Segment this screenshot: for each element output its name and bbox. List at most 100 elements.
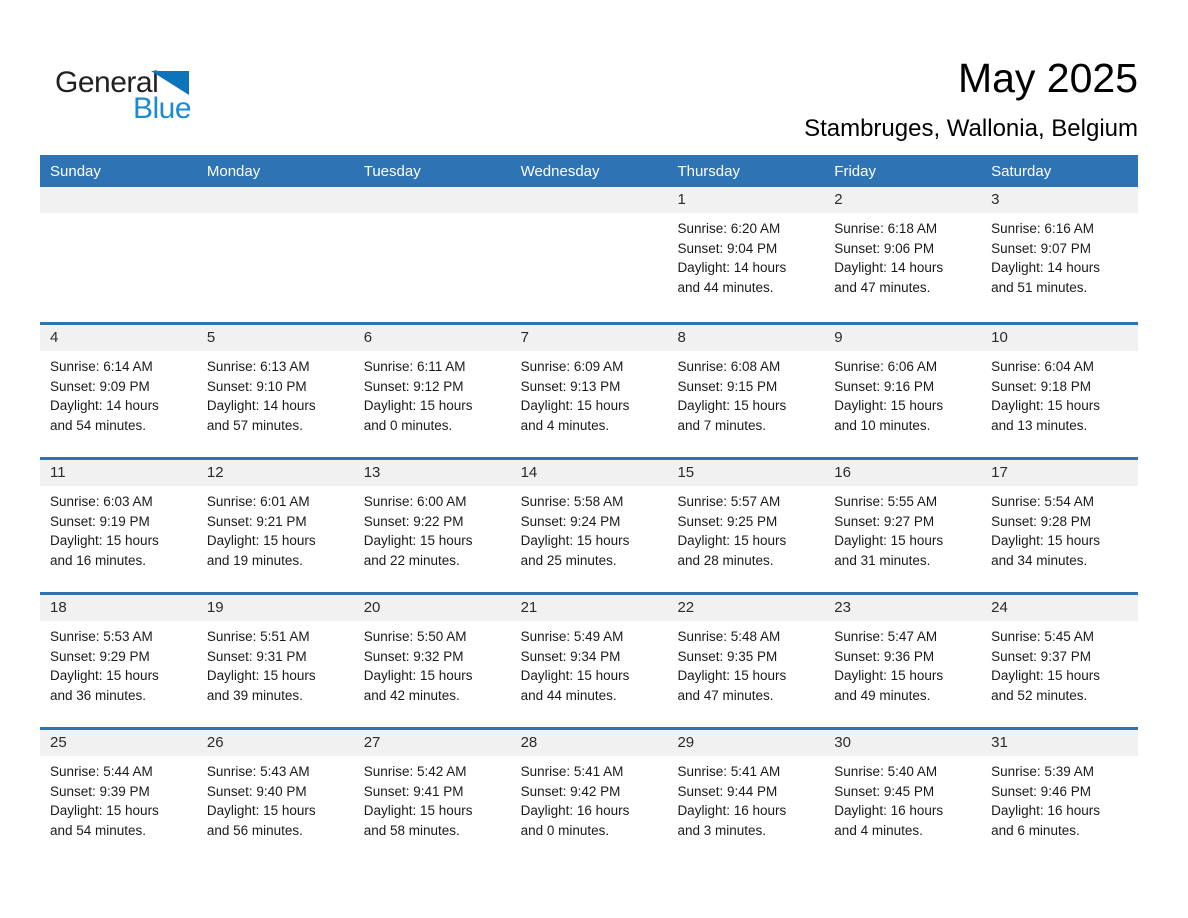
calendar-cell: 21 Sunrise: 5:49 AM Sunset: 9:34 PM Dayligh… xyxy=(510,595,668,727)
calendar-cell: 28 Sunrise: 5:41 AM Sunset: 9:42 PM Dayligh… xyxy=(510,730,668,862)
cell-detail-line: Sunset: 9:25 PM xyxy=(677,513,778,529)
cell-detail-line: Daylight: 15 hours xyxy=(677,668,787,683)
calendar-cell: 24 Sunrise: 5:45 AM Sunset: 9:37 PM Dayligh… xyxy=(981,595,1139,727)
cell-detail-line: and 54 minutes. xyxy=(50,417,147,433)
cell-detail-line: Sunset: 9:42 PM xyxy=(520,783,621,799)
weekday-header-monday: Monday xyxy=(206,162,261,180)
calendar-cell: 17 Sunrise: 5:54 AM Sunset: 9:28 PM Dayligh… xyxy=(981,460,1139,592)
cell-detail-lines: Sunrise: 6:09 AM Sunset: 9:13 PM Daylight:… xyxy=(511,351,668,435)
calendar-cell: 26 Sunrise: 5:43 AM Sunset: 9:40 PM Dayligh… xyxy=(196,730,354,862)
cell-detail-line: Sunrise: 5:53 AM xyxy=(50,629,153,644)
cell-detail-lines: Sunrise: 6:06 AM Sunset: 9:16 PM Daylight:… xyxy=(824,351,981,435)
cell-detail-line: Sunset: 9:31 PM xyxy=(206,648,307,664)
calendar-cell: 10 Sunrise: 6:04 AM Sunset: 9:18 PM Dayligh… xyxy=(981,325,1139,457)
cell-detail-line: Sunrise: 5:57 AM xyxy=(677,494,781,509)
cell-detail-line: and 34 minutes. xyxy=(991,552,1088,568)
day-number-band: 18 xyxy=(40,595,197,621)
cell-detail-line: Sunrise: 6:14 AM xyxy=(50,359,153,374)
cell-detail-line: Sunrise: 5:39 AM xyxy=(991,764,1094,779)
cell-detail-lines: Sunrise: 5:54 AM Sunset: 9:28 PM Daylight:… xyxy=(981,486,1138,570)
calendar-cell xyxy=(353,187,511,322)
cell-detail-line: Daylight: 15 hours xyxy=(363,533,473,548)
calendar-cell: 20 Sunrise: 5:50 AM Sunset: 9:32 PM Dayligh… xyxy=(353,595,511,727)
day-number-band: 31 xyxy=(981,730,1139,756)
calendar-cell: 19 Sunrise: 5:51 AM Sunset: 9:31 PM Dayligh… xyxy=(196,595,354,727)
day-number: 2 xyxy=(834,191,843,208)
cell-detail-lines: Sunrise: 5:45 AM Sunset: 9:37 PM Daylight:… xyxy=(981,621,1138,705)
day-number-band: 7 xyxy=(510,325,668,351)
cell-detail-line: Sunrise: 5:44 AM xyxy=(50,764,153,779)
day-number xyxy=(197,187,354,191)
day-number: 27 xyxy=(363,734,381,751)
cell-detail-lines: Sunrise: 5:41 AM Sunset: 9:44 PM Daylight:… xyxy=(667,756,824,840)
cell-detail-lines: Sunrise: 5:47 AM Sunset: 9:36 PM Daylight:… xyxy=(824,621,981,705)
day-number: 4 xyxy=(50,329,59,346)
cell-detail-line: Sunrise: 5:40 AM xyxy=(834,764,938,779)
cell-detail-line: and 6 minutes. xyxy=(991,822,1080,838)
calendar-cell: 29 Sunrise: 5:41 AM Sunset: 9:44 PM Dayligh… xyxy=(667,730,825,862)
day-number: 17 xyxy=(991,464,1008,481)
page-title: May 2025 xyxy=(957,55,1138,101)
cell-detail-line: Sunrise: 6:13 AM xyxy=(206,359,310,374)
cell-detail-line: Daylight: 15 hours xyxy=(50,668,159,683)
cell-detail-lines: Sunrise: 6:11 AM Sunset: 9:12 PM Daylight:… xyxy=(354,351,511,435)
cell-detail-line: Daylight: 15 hours xyxy=(834,533,944,548)
cell-detail-line: Sunset: 9:46 PM xyxy=(991,783,1091,799)
weekday-header-friday: Friday xyxy=(834,162,876,180)
day-number-band: 22 xyxy=(667,595,825,621)
cell-detail-line: Sunrise: 5:47 AM xyxy=(834,629,938,644)
cell-detail-line: and 22 minutes. xyxy=(363,552,460,568)
calendar-cell: 11 Sunrise: 6:03 AM Sunset: 9:19 PM Dayligh… xyxy=(40,460,197,592)
day-number: 10 xyxy=(991,329,1008,346)
cell-detail-line: Sunset: 9:15 PM xyxy=(677,378,778,394)
cell-detail-line: Sunset: 9:06 PM xyxy=(834,240,935,256)
day-number-band xyxy=(40,187,197,213)
cell-detail-line: Daylight: 14 hours xyxy=(677,260,787,275)
cell-detail-lines: Sunrise: 5:51 AM Sunset: 9:31 PM Daylight:… xyxy=(197,621,354,705)
logo-triangle-icon xyxy=(151,71,189,95)
cell-detail-line: Sunrise: 6:16 AM xyxy=(991,221,1094,236)
cell-detail-line: Daylight: 15 hours xyxy=(677,398,787,413)
cell-detail-line: Sunset: 9:19 PM xyxy=(50,513,150,529)
cell-detail-lines: Sunrise: 5:40 AM Sunset: 9:45 PM Daylight:… xyxy=(824,756,981,840)
cell-detail-line: Sunrise: 6:03 AM xyxy=(50,494,153,509)
day-number: 24 xyxy=(991,599,1008,616)
cell-detail-line: Sunrise: 5:45 AM xyxy=(991,629,1094,644)
day-number-band: 11 xyxy=(40,460,197,486)
cell-detail-line: Daylight: 15 hours xyxy=(834,398,944,413)
cell-detail-line: Daylight: 14 hours xyxy=(50,398,159,413)
day-number: 29 xyxy=(677,734,695,751)
day-number: 14 xyxy=(520,464,538,481)
cell-detail-line: and 54 minutes. xyxy=(50,822,147,838)
day-number: 16 xyxy=(834,464,851,481)
cell-detail-line: Sunrise: 5:48 AM xyxy=(677,629,781,644)
cell-detail-line: and 7 minutes. xyxy=(677,417,766,433)
cell-detail-line: Sunset: 9:16 PM xyxy=(834,378,935,394)
calendar-cell: 7 Sunrise: 6:09 AM Sunset: 9:13 PM Daylight… xyxy=(510,325,668,457)
day-number: 13 xyxy=(363,464,381,481)
cell-detail-line: Sunset: 9:28 PM xyxy=(991,513,1091,529)
cell-detail-line: and 51 minutes. xyxy=(991,279,1088,295)
day-number-band: 6 xyxy=(353,325,511,351)
cell-detail-lines: Sunrise: 5:50 AM Sunset: 9:32 PM Daylight:… xyxy=(354,621,511,705)
cell-detail-line: Sunset: 9:09 PM xyxy=(50,378,150,394)
day-number-band: 4 xyxy=(40,325,197,351)
day-number: 31 xyxy=(991,734,1008,751)
weekday-header-wednesday: Wednesday xyxy=(520,162,600,180)
cell-detail-line: Daylight: 15 hours xyxy=(50,803,159,818)
cell-detail-line: Sunrise: 5:43 AM xyxy=(206,764,310,779)
day-number: 9 xyxy=(834,329,843,346)
cell-detail-line: and 16 minutes. xyxy=(50,552,147,568)
cell-detail-line: Sunset: 9:10 PM xyxy=(206,378,307,394)
cell-detail-line: and 44 minutes. xyxy=(520,687,617,703)
day-number-band xyxy=(353,187,511,213)
cell-detail-line: Sunrise: 5:41 AM xyxy=(677,764,781,779)
day-number: 3 xyxy=(991,191,1000,208)
day-number-band: 9 xyxy=(824,325,982,351)
day-number: 19 xyxy=(206,599,224,616)
cell-detail-line: and 44 minutes. xyxy=(677,279,774,295)
day-number: 28 xyxy=(520,734,538,751)
calendar-cell: 3 Sunrise: 6:16 AM Sunset: 9:07 PM Daylight… xyxy=(981,187,1139,322)
cell-detail-line: Daylight: 14 hours xyxy=(206,398,316,413)
cell-detail-line: and 52 minutes. xyxy=(991,687,1088,703)
